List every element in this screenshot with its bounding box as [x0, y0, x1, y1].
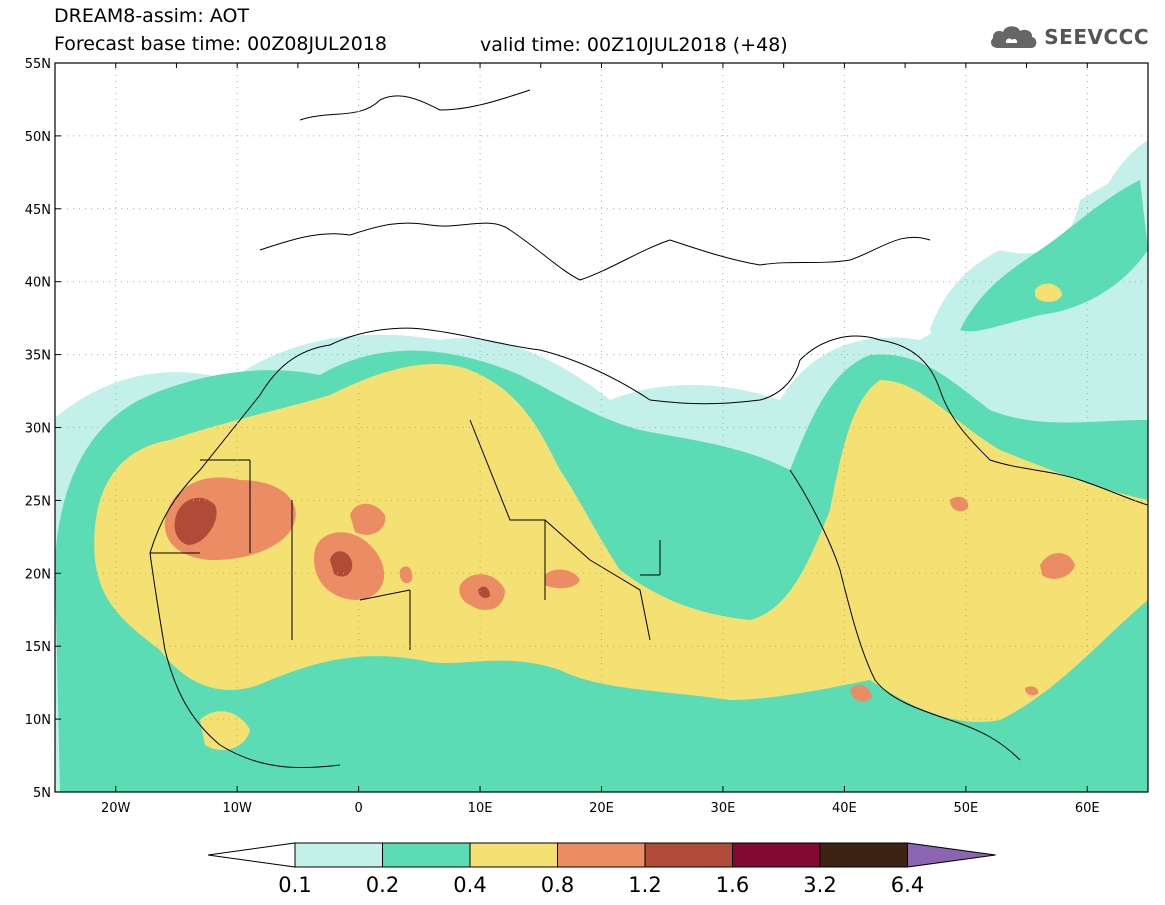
- lat-tick-label: 20N: [25, 567, 51, 582]
- colorbar-level-label: 6.4: [891, 873, 924, 897]
- lon-tick-label: 20E: [589, 801, 614, 816]
- lat-tick-label: 55N: [25, 57, 51, 72]
- colorbar-segment: [732, 842, 821, 868]
- colorbar-level-label: 0.1: [278, 873, 311, 897]
- colorbar-segment: [382, 842, 471, 868]
- colorbar-level-label: 1.6: [716, 873, 749, 897]
- colorbar-segment: [294, 842, 383, 868]
- coastlines: [149, 89, 1148, 769]
- colorbar-level-label: 0.8: [541, 873, 574, 897]
- longitude-axis: 20W 10W 0 10E 20E 30E 40E 50E 60E: [54, 63, 1149, 816]
- latitude-axis: 55N 50N 45N 40N 35N 30N 25N 20N 15N 10N 5N: [25, 57, 61, 801]
- colorbar-level-label: 3.2: [803, 873, 836, 897]
- lon-tick-label: 20W: [101, 801, 131, 816]
- graticule: [55, 63, 1148, 792]
- lon-tick-label: 50E: [953, 801, 978, 816]
- colorbar-level-label: 0.2: [366, 873, 399, 897]
- colorbar-segment: [469, 842, 558, 868]
- lat-tick-label: 45N: [25, 203, 51, 218]
- lon-tick-label: 10W: [222, 801, 252, 816]
- colorbar: 0.1 0.2 0.4 0.8 1.2 1.6 3.2 6.4: [207, 842, 996, 897]
- valid-time: valid time: 00Z10JUL2018 (+48): [480, 34, 788, 56]
- colorbar-segment: [644, 842, 733, 868]
- colorbar-level-label: 0.4: [453, 873, 486, 897]
- lon-tick-label: 0: [354, 801, 362, 816]
- lat-tick-label: 15N: [25, 640, 51, 655]
- logo-text: SEEVCCC: [1044, 25, 1149, 49]
- lat-tick-label: 5N: [33, 786, 51, 801]
- lat-tick-label: 50N: [25, 130, 51, 145]
- lon-tick-label: 30E: [711, 801, 736, 816]
- map-title: DREAM8-assim: AOT: [54, 5, 250, 27]
- colorbar-level-label: 1.2: [628, 873, 661, 897]
- lat-tick-label: 25N: [25, 494, 51, 509]
- colorbar-segment: [557, 842, 646, 868]
- lat-tick-label: 35N: [25, 349, 51, 364]
- forecast-base-time: Forecast base time: 00Z08JUL2018: [54, 33, 387, 55]
- lon-tick-label: 40E: [832, 801, 857, 816]
- lat-tick-label: 30N: [25, 422, 51, 437]
- lon-tick-label: 10E: [468, 801, 493, 816]
- colorbar-segment: [819, 842, 908, 868]
- aot-contour-0.8: [164, 477, 1075, 702]
- aot-contour-0.4: [94, 364, 1148, 750]
- cloud-icon: [991, 26, 1037, 48]
- colorbar-under-triangle: [207, 842, 296, 868]
- lat-tick-label: 40N: [25, 276, 51, 291]
- aot-contour-caspian: [1035, 283, 1062, 302]
- aot-contour-1.2: [174, 497, 490, 598]
- lon-tick-label: 60E: [1075, 801, 1100, 816]
- seevccc-logo: SEEVCCC: [988, 22, 1149, 52]
- colorbar-over-triangle: [907, 842, 996, 868]
- lat-tick-label: 10N: [25, 713, 51, 728]
